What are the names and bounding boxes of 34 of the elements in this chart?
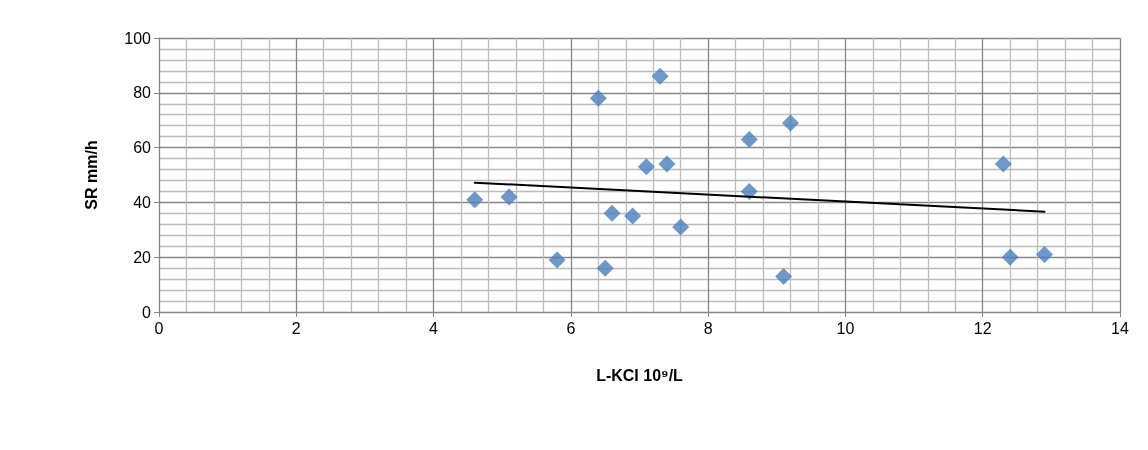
point <box>775 267 793 285</box>
point <box>658 155 676 173</box>
point <box>1001 248 1019 266</box>
point <box>589 89 607 107</box>
point <box>740 130 758 148</box>
x-tick-label: 8 <box>703 319 713 337</box>
point <box>740 182 758 200</box>
y-tick-label: 100 <box>124 29 152 47</box>
x-tick-label: 14 <box>1111 319 1129 337</box>
point <box>994 155 1012 173</box>
x-tick-label: 2 <box>291 319 301 337</box>
point <box>500 188 518 206</box>
y-tick-label: 60 <box>133 139 152 157</box>
point <box>603 204 621 222</box>
y-tick-label: 40 <box>133 193 152 211</box>
point <box>672 218 690 236</box>
y-axis-title: SR mm/h <box>82 140 100 210</box>
x-tick-label: 4 <box>429 319 439 337</box>
point <box>466 191 484 209</box>
y-tick-label: 80 <box>133 84 152 102</box>
x-axis-title: L-KCI 10⁹/L <box>596 366 684 384</box>
point <box>651 67 669 85</box>
point <box>548 251 566 269</box>
point <box>1035 245 1053 263</box>
point <box>624 207 642 225</box>
point <box>596 259 614 277</box>
x-tick-label: 0 <box>154 319 164 337</box>
point <box>782 114 800 132</box>
point <box>637 158 655 176</box>
x-tick-label: 10 <box>836 319 855 337</box>
x-tick-label: 6 <box>566 319 576 337</box>
x-tick-label: 12 <box>973 319 992 337</box>
y-tick-label: 20 <box>133 248 152 266</box>
y-tick-label: 0 <box>142 303 152 321</box>
